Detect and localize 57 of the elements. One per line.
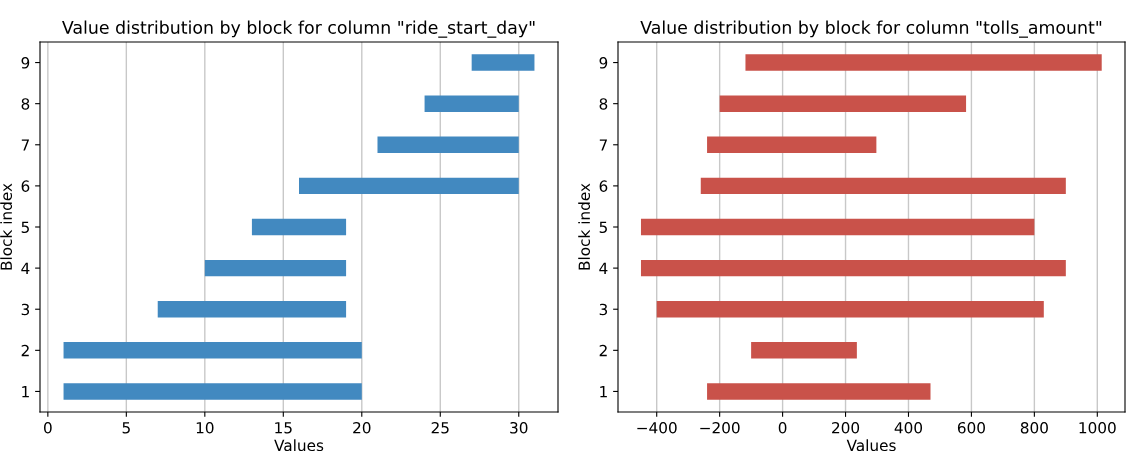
bar (424, 95, 519, 112)
chart-title: Value distribution by block for column "tolls_amount" (640, 20, 1102, 38)
bar (719, 95, 967, 112)
x-tick-label: 0 (778, 421, 787, 434)
y-tick-label: 8 (21, 98, 30, 110)
x-axis-title: Values (846, 439, 896, 452)
bar (745, 54, 1102, 71)
bar (157, 301, 347, 318)
bar (707, 136, 877, 153)
chart-title: Value distribution by block for column "ride_start_day" (62, 20, 535, 38)
x-tick-label: 600 (957, 421, 985, 434)
y-tick-label: 5 (599, 221, 607, 234)
bar (299, 177, 519, 195)
y-tick-label: 2 (599, 344, 607, 357)
bar (63, 342, 362, 359)
bar (204, 259, 347, 277)
y-tick-label: 3 (21, 303, 30, 316)
x-tick-label: 1000 (1079, 421, 1116, 434)
x-tick-label: 5 (122, 422, 130, 434)
x-tick-label: −200 (700, 421, 740, 434)
x-tick-label: 200 (832, 421, 860, 434)
x-tick-label: 800 (1020, 421, 1048, 434)
y-tick-label: 5 (21, 221, 29, 234)
y-tick-label: 1 (22, 386, 29, 398)
y-tick-label: 1 (600, 386, 607, 398)
y-tick-label: 4 (21, 262, 30, 274)
bar (640, 259, 1066, 277)
x-tick-label: −400 (637, 421, 677, 434)
bar (656, 301, 1044, 318)
x-tick-label: 15 (275, 422, 292, 434)
x-tick-label: 25 (431, 421, 449, 434)
y-tick-label: 3 (599, 303, 608, 316)
bar (700, 177, 1066, 195)
x-tick-label: 30 (510, 421, 528, 434)
x-tick-label: 20 (353, 421, 371, 434)
y-tick-label: 9 (21, 57, 30, 69)
y-axis-title: Block index (0, 183, 13, 270)
y-axis-title: Block index (578, 183, 591, 270)
x-tick-label: 10 (196, 421, 214, 434)
bar (471, 54, 535, 71)
bar (707, 383, 931, 400)
x-tick-label: 0 (44, 421, 52, 434)
bar (251, 218, 347, 236)
y-tick-label: 2 (21, 344, 29, 357)
bar (377, 136, 519, 153)
x-tick-label: 400 (894, 421, 923, 434)
y-tick-label: 6 (599, 180, 608, 192)
y-tick-label: 6 (21, 180, 30, 192)
y-tick-label: 4 (599, 262, 608, 274)
y-tick-label: 7 (21, 139, 29, 151)
bar (63, 383, 362, 400)
bar (751, 342, 857, 359)
x-axis-title: Values (274, 439, 324, 452)
y-tick-label: 7 (599, 139, 607, 151)
y-tick-label: 9 (599, 57, 608, 69)
bar (640, 218, 1035, 236)
y-tick-label: 8 (599, 98, 608, 110)
